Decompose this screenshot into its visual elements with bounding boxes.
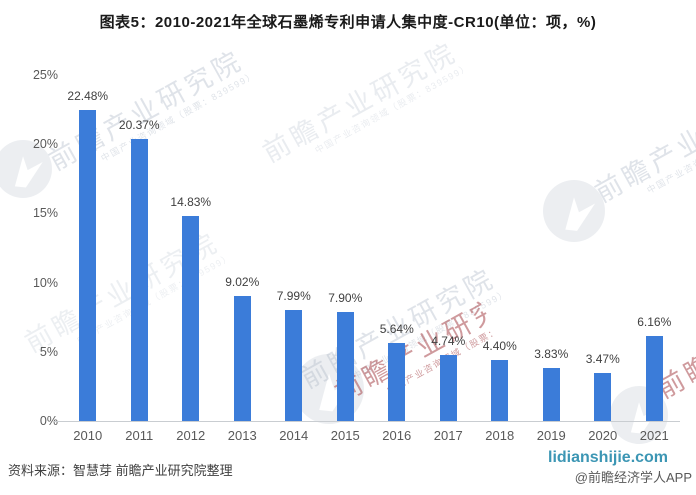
y-tick-label: 20% — [32, 137, 58, 152]
bar-2019 — [542, 367, 560, 421]
value-label: 7.90% — [328, 290, 363, 305]
value-label: 4.40% — [482, 339, 517, 354]
watermark-text: 前瞻产业研究院 中国产业咨询领域（股票：839599） — [258, 36, 472, 169]
x-tick-label: 2020 — [588, 428, 618, 443]
bar-2018 — [491, 360, 509, 421]
value-label: 6.16% — [637, 314, 672, 329]
x-tick-label: 2018 — [485, 428, 515, 443]
watermark-text: 前瞻产业研究院 中国产业咨询领域（股票：839599） — [44, 44, 258, 177]
x-tick-label: 2010 — [73, 428, 103, 443]
site-watermark: lidianshijie.com — [548, 449, 669, 466]
x-tick-label: 2021 — [639, 428, 669, 443]
value-label: 20.37% — [118, 118, 160, 133]
x-tick-label: 2013 — [227, 428, 257, 443]
y-tick-label: 10% — [32, 275, 58, 290]
x-tick-label: 2015 — [330, 428, 360, 443]
bar-2017 — [439, 355, 457, 421]
y-tick-label: 15% — [32, 206, 58, 221]
value-label: 3.83% — [534, 346, 569, 361]
page-title: 图表5：2010-2021年全球石墨烯专利申请人集中度-CR10(单位：项，%) — [99, 14, 597, 31]
y-tick-label: 0% — [39, 414, 58, 428]
value-label: 4.74% — [431, 334, 466, 349]
bar-2012 — [182, 215, 200, 421]
app-credit: @前瞻经济学人APP — [574, 470, 692, 485]
x-tick-label: 2012 — [176, 428, 206, 443]
value-label: 3.47% — [585, 351, 620, 366]
bar-2010 — [79, 109, 97, 421]
bar-2013 — [233, 296, 251, 421]
source-note: 资料来源：智慧芽 前瞻产业研究院整理 — [8, 463, 233, 478]
y-tick-label: 5% — [39, 344, 58, 359]
x-tick-label: 2011 — [125, 428, 154, 443]
value-label: 7.99% — [276, 289, 311, 304]
x-tick-label: 2017 — [433, 428, 463, 443]
value-label: 22.48% — [67, 88, 109, 103]
bar-2016 — [388, 342, 406, 421]
bar-2021 — [645, 335, 663, 421]
y-tick-label: 25% — [32, 68, 58, 82]
watermark-logo-icon — [543, 180, 605, 242]
value-label: 5.64% — [379, 321, 414, 336]
x-tick-label: 2014 — [279, 428, 309, 443]
bar-2020 — [594, 372, 612, 421]
x-tick-label: 2019 — [536, 428, 566, 443]
value-label: 14.83% — [170, 194, 212, 209]
value-label: 9.02% — [225, 275, 260, 290]
watermark-text-red: 前瞻产业研究院 中国产业咨询领域（股票：839599） — [330, 299, 500, 409]
bar-2015 — [336, 311, 354, 421]
x-tick-label: 2016 — [382, 428, 412, 443]
x-axis-line — [54, 421, 680, 422]
bar-2014 — [285, 310, 303, 421]
watermark-text: 前瞻产业研究院 中国产业咨询领域（股票：839599） — [590, 76, 696, 209]
bar-2011 — [130, 139, 148, 421]
